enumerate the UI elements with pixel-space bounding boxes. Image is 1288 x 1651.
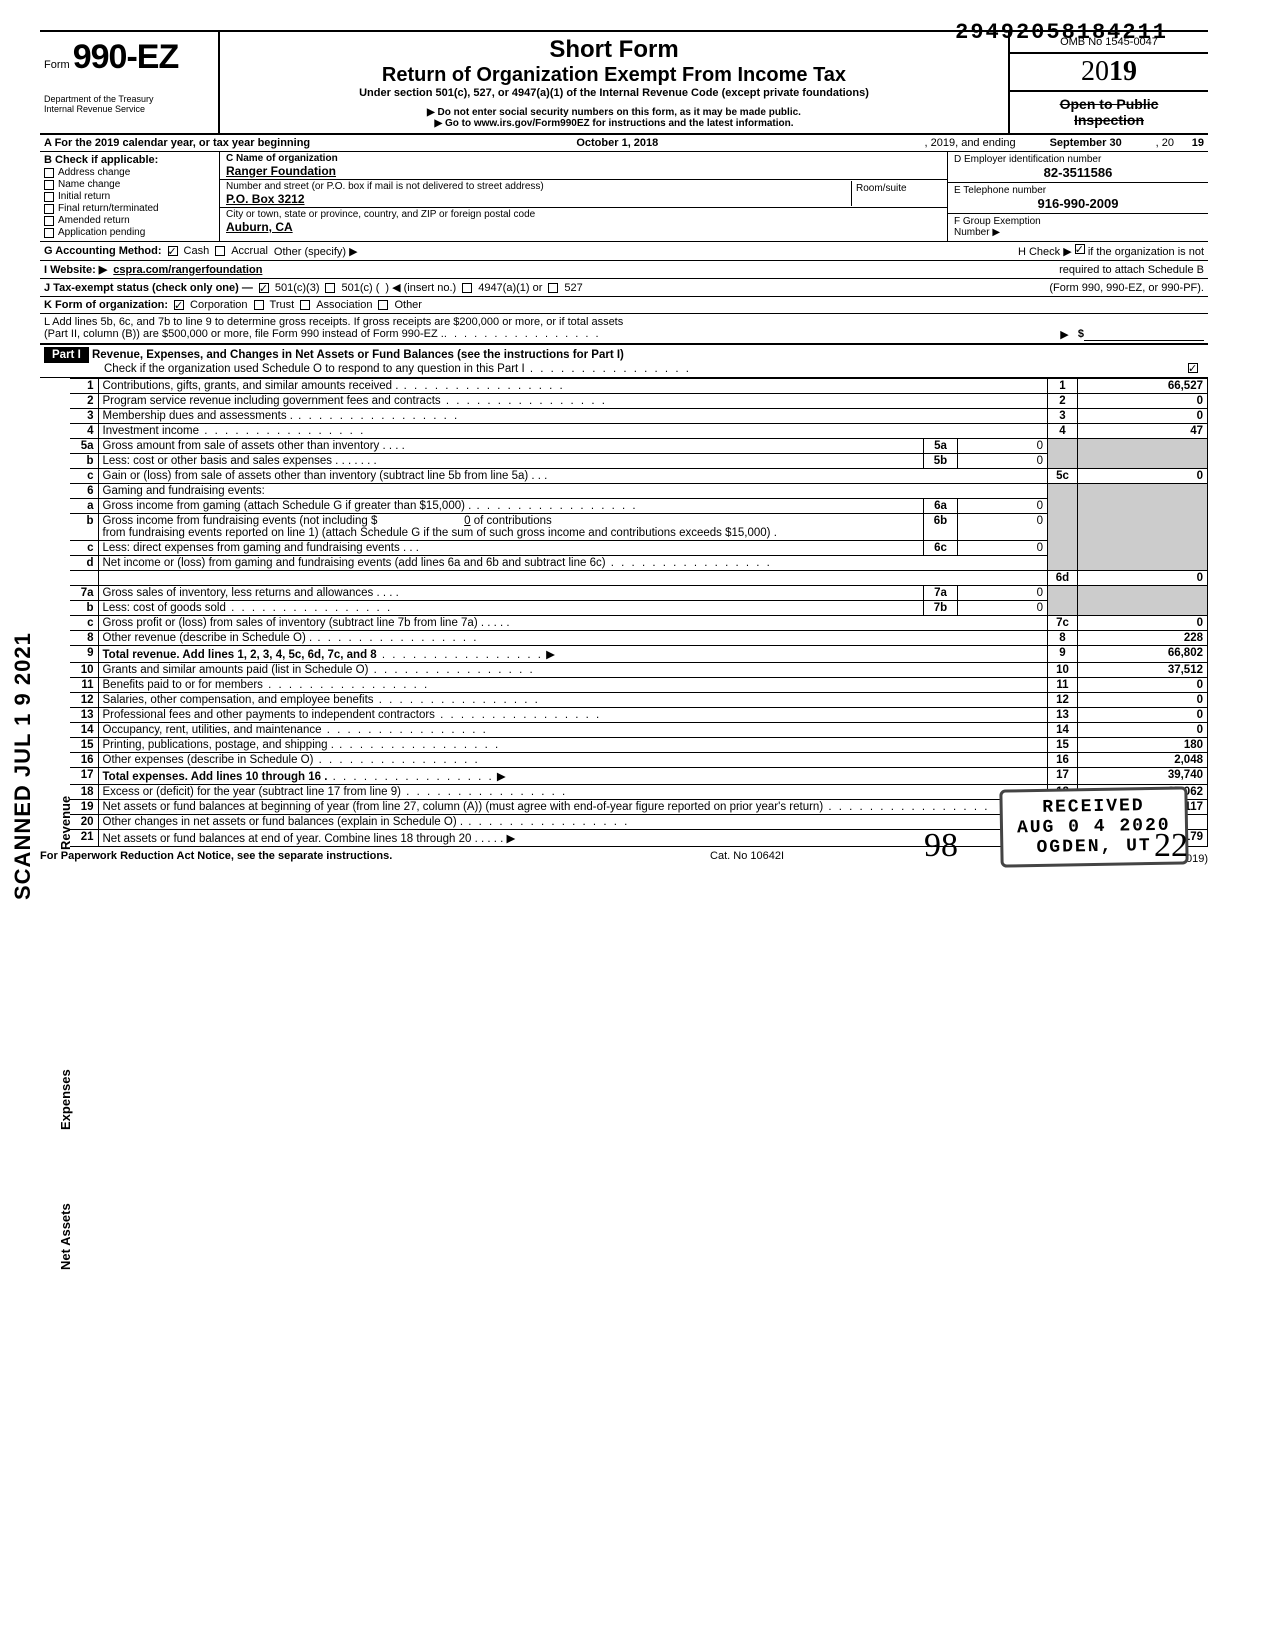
cb-4947[interactable] [462,283,472,293]
dept-irs: Internal Revenue Service [44,105,214,115]
cb-amended[interactable] [44,216,54,226]
row-k-label: K Form of organization: [44,299,168,311]
room-suite-label: Room/suite [851,181,941,206]
row-h-line2: required to attach Schedule B [1059,264,1204,276]
website: cspra.com/rangerfoundation [113,264,262,276]
cb-accrual[interactable] [215,246,225,256]
cb-schedule-b[interactable] [1075,244,1085,254]
open-to-public: Open to Public [1014,96,1204,112]
street-address: P.O. Box 3212 [226,192,305,206]
row-l-line1: L Add lines 5b, 6c, and 7b to line 9 to … [44,316,1204,328]
financial-table: 1Contributions, gifts, grants, and simil… [70,378,1208,847]
form-label: Form [44,59,70,71]
row-l-line2: (Part II, column (B)) are $500,000 or mo… [44,328,444,341]
inspection: Inspection [1014,112,1204,128]
cb-pending[interactable] [44,228,54,238]
row-a-tax-year: A For the 2019 calendar year, or tax yea… [40,135,1208,152]
cb-trust[interactable] [254,300,264,310]
ssn-warning: ▶ Do not enter social security numbers o… [228,107,1000,118]
part1-header: Part I [44,347,89,363]
org-name: Ranger Foundation [226,164,336,178]
cb-cash[interactable] [168,246,178,256]
cb-501c3[interactable] [259,283,269,293]
row-j-label: J Tax-exempt status (check only one) — [44,282,253,294]
street-label: Number and street (or P.O. box if mail i… [226,181,544,192]
row-h: H Check ▶ if the organization is not [1018,244,1204,258]
cb-527[interactable] [548,283,558,293]
cb-final-return[interactable] [44,204,54,214]
side-expenses: Expenses [58,1069,73,1130]
cb-corporation[interactable] [174,300,184,310]
row-g-label: G Accounting Method: [44,245,162,257]
ein-value: 82-3511586 [954,165,1202,180]
side-revenue: Revenue [58,796,73,850]
form-header: Form 990-EZ Department of the Treasury I… [40,30,1208,135]
handwritten-1: 98 [924,827,958,865]
cb-initial-return[interactable] [44,192,54,202]
tax-year: 2019 [1010,54,1208,92]
group-exemption-label: F Group Exemption [954,216,1041,227]
cb-address-change[interactable] [44,168,54,178]
part1-check-text: Check if the organization used Schedule … [44,363,525,375]
cb-501c[interactable] [325,283,335,293]
ein-label: D Employer identification number [954,154,1101,165]
part1-title: Revenue, Expenses, and Changes in Net As… [92,349,624,361]
subtitle: Under section 501(c), 527, or 4947(a)(1)… [228,87,1000,99]
short-form-title: Short Form [228,36,1000,64]
handwritten-2: 22 [1154,827,1188,865]
phone-value: 916-990-2009 [954,196,1202,211]
form-number: 990-EZ [73,38,179,76]
entity-block: B Check if applicable: Address change Na… [40,152,1208,242]
phone-label: E Telephone number [954,185,1046,196]
city-label: City or town, state or province, country… [226,209,535,220]
cb-name-change[interactable] [44,180,54,190]
scanned-stamp: SCANNED JUL 1 9 2021 [10,632,36,900]
cb-schedule-o[interactable] [1188,363,1198,373]
row-h-line3: (Form 990, 990-EZ, or 990-PF). [1049,282,1204,294]
city-value: Auburn, CA [226,220,293,234]
block-b-header: B Check if applicable: [44,154,215,166]
cb-association[interactable] [300,300,310,310]
block-c-header: C Name of organization [226,153,338,164]
cb-other-org[interactable] [378,300,388,310]
document-number: 29492058184211 [955,20,1168,45]
return-title: Return of Organization Exempt From Incom… [228,64,1000,87]
row-i-label: I Website: ▶ [44,263,107,276]
goto-link: ▶ Go to www.irs.gov/Form990EZ for instru… [228,118,1000,129]
side-net-assets: Net Assets [58,1203,73,1270]
